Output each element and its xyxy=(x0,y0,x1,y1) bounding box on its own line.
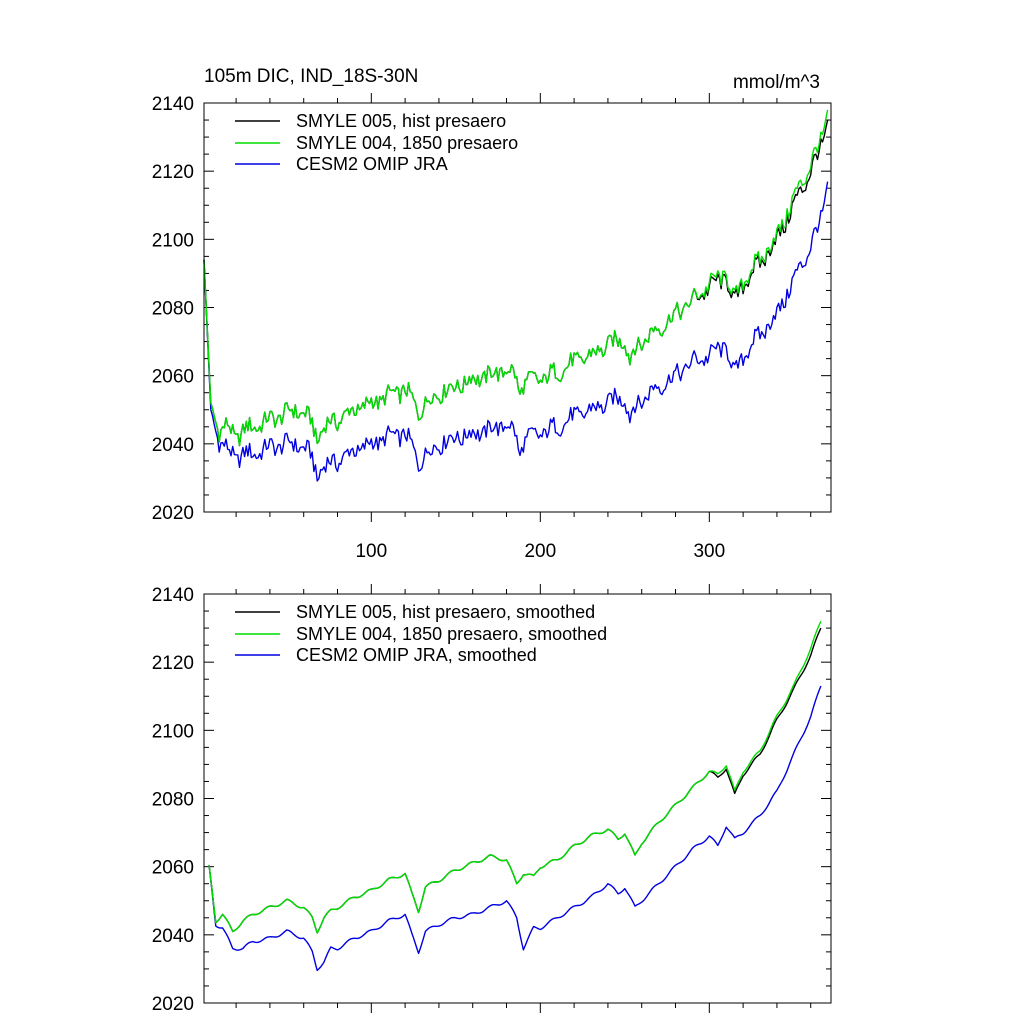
bottom-panel-ticks: 2020 2040 2060 2080 2100 2120 2140 xyxy=(152,584,831,1015)
top-ytick-label: 2140 xyxy=(152,94,194,115)
bottom-ytick-label: 2100 xyxy=(152,721,194,742)
bottom-panel-legend: SMYLE 005, hist presaero, smoothed SMYLE… xyxy=(235,602,607,665)
legend-label-1850-smoothed: SMYLE 004, 1850 presaero, smoothed xyxy=(296,624,607,644)
top-ytick-label: 2120 xyxy=(152,162,194,183)
bottom-series-line-omip xyxy=(208,685,822,972)
bottom-ytick-label: 2020 xyxy=(152,994,194,1015)
top-panel-frame xyxy=(203,102,832,513)
top-panel-units: mmol/m^3 xyxy=(733,72,820,93)
legend-label-omip-smoothed: CESM2 OMIP JRA, smoothed xyxy=(296,645,537,665)
bottom-panel-series xyxy=(208,621,822,972)
top-xtick-label: 100 xyxy=(355,541,387,562)
bottom-ytick-label: 2120 xyxy=(152,653,194,674)
legend-label-hist-smoothed: SMYLE 005, hist presaero, smoothed xyxy=(296,602,595,622)
top-xtick-label: 200 xyxy=(524,541,556,562)
top-xtick-label: 300 xyxy=(693,541,725,562)
top-panel-legend: SMYLE 005, hist presaero SMYLE 004, 1850… xyxy=(235,111,518,174)
top-panel-title: 105m DIC, IND_18S-30N xyxy=(204,66,418,87)
bottom-ytick-label: 2080 xyxy=(152,790,194,811)
top-panel: 105m DIC, IND_18S-30N mmol/m^3 2020 2040 2… xyxy=(152,66,832,562)
top-ytick-label: 2080 xyxy=(152,299,194,320)
top-ytick-label: 2040 xyxy=(152,435,194,456)
top-panel-series xyxy=(203,109,829,482)
bottom-panel-frame xyxy=(203,593,832,1004)
top-series-line-omip xyxy=(203,181,829,482)
bottom-panel: 2020 2040 2060 2080 2100 2120 2140 SMYLE 005, … xyxy=(152,584,832,1015)
top-ytick-label: 2020 xyxy=(152,503,194,524)
bottom-series-line-hist xyxy=(208,627,822,934)
bottom-ytick-label: 2040 xyxy=(152,926,194,947)
legend-label-hist: SMYLE 005, hist presaero xyxy=(296,111,506,131)
bottom-ytick-label: 2060 xyxy=(152,858,194,879)
top-ytick-label: 2060 xyxy=(152,367,194,388)
legend-label-omip: CESM2 OMIP JRA xyxy=(296,154,448,174)
legend-label-1850: SMYLE 004, 1850 presaero xyxy=(296,133,518,153)
top-series-line-presaero1850 xyxy=(203,109,829,447)
bottom-ytick-label: 2140 xyxy=(152,585,194,606)
top-ytick-label: 2100 xyxy=(152,230,194,251)
bottom-series-line-presaero1850 xyxy=(208,621,822,934)
